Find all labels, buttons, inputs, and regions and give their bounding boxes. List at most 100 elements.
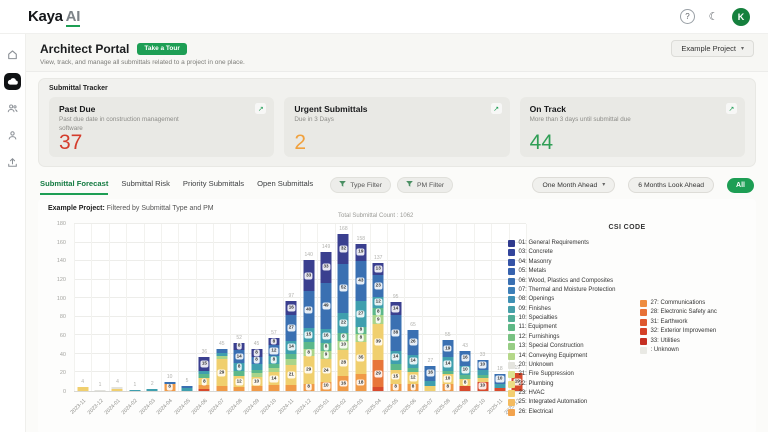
bar-segment[interactable]: 8 <box>233 363 245 371</box>
bar-segment[interactable]: 27 <box>355 301 367 327</box>
bar-segment[interactable] <box>216 349 228 353</box>
theme-icon[interactable]: ☾ <box>708 11 719 23</box>
team-icon[interactable] <box>4 100 21 117</box>
bar-segment[interactable]: 14 <box>390 302 402 316</box>
bar-segment[interactable]: 12 <box>268 345 280 357</box>
bar-segment[interactable] <box>111 387 123 390</box>
home-icon[interactable] <box>4 46 21 63</box>
tab-open-submittals[interactable]: Open Submittals <box>257 179 314 188</box>
bar-2025-04[interactable]: 29 39 9 8 12 23 13 137 <box>372 255 384 391</box>
bar-segment[interactable]: 29 <box>216 359 228 387</box>
bar-segment[interactable]: 13 <box>372 263 384 276</box>
bar-segment[interactable] <box>442 370 454 375</box>
bar-segment[interactable] <box>77 387 89 391</box>
bar-segment[interactable]: 12 <box>372 296 384 308</box>
bar-segment[interactable]: 12 <box>233 376 245 388</box>
bar-segment[interactable]: 8 <box>198 377 210 386</box>
bar-2024-04[interactable]: 8 10 <box>164 374 176 391</box>
bar-segment[interactable]: 8 <box>459 378 471 387</box>
bar-segment[interactable]: 43 <box>355 261 367 302</box>
bar-segment[interactable]: 14 <box>285 340 297 354</box>
bar-segment[interactable]: 16 <box>320 328 332 344</box>
bar-2024-11[interactable]: 21 14 27 16 97 <box>285 293 297 391</box>
bar-segment[interactable] <box>390 363 402 370</box>
bar-2025-03[interactable]: 18 35 8 8 27 43 19 158 <box>355 236 367 391</box>
bar-segment[interactable]: 19 <box>511 373 523 391</box>
bar-segment[interactable]: 14 <box>390 350 402 364</box>
bar-segment[interactable] <box>164 381 176 384</box>
bar-2025-12[interactable]: 19 19 <box>511 365 523 391</box>
bar-segment[interactable] <box>459 375 471 379</box>
bar-segment[interactable]: 14 <box>268 372 280 386</box>
bar-segment[interactable] <box>268 363 280 368</box>
bar-segment[interactable]: 33 <box>303 260 315 292</box>
bar-segment[interactable]: 16 <box>459 350 471 366</box>
bar-segment[interactable] <box>251 373 263 378</box>
bar-segment[interactable]: 10 <box>251 377 263 387</box>
bar-segment[interactable] <box>424 380 436 387</box>
bar-segment[interactable] <box>94 390 106 391</box>
bar-segment[interactable] <box>111 389 123 391</box>
bar-segment[interactable] <box>198 371 210 375</box>
help-icon[interactable]: ? <box>680 9 695 24</box>
bar-segment[interactable]: 8 <box>355 326 367 335</box>
upload-icon[interactable] <box>4 154 21 171</box>
bar-2025-09[interactable]: 8 10 16 43 <box>459 343 471 391</box>
bar-segment[interactable]: 18 <box>355 374 367 391</box>
bar-segment[interactable]: 8 <box>442 383 454 391</box>
bar-segment[interactable] <box>251 369 263 374</box>
bar-segment[interactable] <box>494 383 506 389</box>
bar-2023-12[interactable]: 1 <box>94 382 106 391</box>
take-a-tour-button[interactable]: Take a Tour <box>137 42 187 55</box>
bar-segment[interactable] <box>251 364 263 370</box>
bar-segment[interactable] <box>216 352 228 357</box>
bar-segment[interactable]: 29 <box>372 360 384 388</box>
bar-segment[interactable] <box>251 386 263 391</box>
bar-segment[interactable]: 8 <box>233 342 245 350</box>
bar-segment[interactable] <box>477 378 489 382</box>
bar-segment[interactable]: 29 <box>303 356 315 384</box>
bar-segment[interactable] <box>477 369 489 376</box>
bar-2024-09[interactable]: 10 8 8 45 <box>251 341 263 391</box>
bar-segment[interactable]: 10 <box>459 365 471 376</box>
bar-segment[interactable] <box>198 385 210 390</box>
bar-segment[interactable]: 8 <box>268 337 280 346</box>
bar-2025-10[interactable]: 10 10 33 <box>477 352 489 391</box>
bar-segment[interactable]: 14 <box>407 354 419 368</box>
bar-segment[interactable]: 35 <box>355 341 367 375</box>
expand-arrow-icon[interactable]: ↗ <box>490 103 502 114</box>
bar-segment[interactable]: 19 <box>355 243 367 262</box>
bar-segment[interactable]: 8 <box>251 356 263 365</box>
bar-segment[interactable] <box>181 388 193 391</box>
bar-segment[interactable]: 27 <box>285 315 297 341</box>
type-filter-button[interactable]: Type Filter <box>330 177 391 193</box>
bar-segment[interactable] <box>146 389 158 391</box>
bar-segment[interactable]: 21 <box>285 364 297 385</box>
bar-segment[interactable] <box>216 386 228 391</box>
bar-segment[interactable]: 49 <box>320 282 332 329</box>
bar-2025-02[interactable]: 16 28 10 8 22 52 32 168 <box>337 226 349 391</box>
bar-segment[interactable] <box>233 370 245 377</box>
bar-segment[interactable]: 8 <box>355 334 367 342</box>
bar-segment[interactable] <box>424 386 436 391</box>
submittals-icon[interactable] <box>4 73 21 90</box>
bar-segment[interactable] <box>285 353 297 360</box>
bar-segment[interactable]: 10 <box>477 360 489 370</box>
bar-segment[interactable]: 8 <box>390 383 402 391</box>
bar-segment[interactable]: 15 <box>390 369 402 384</box>
bar-segment[interactable]: 33 <box>320 252 332 283</box>
all-button[interactable]: All <box>727 177 754 193</box>
bar-segment[interactable]: 9 <box>320 350 332 360</box>
expand-arrow-icon[interactable]: ↗ <box>255 103 267 114</box>
bar-2025-05[interactable]: 8 15 14 38 14 95 <box>390 294 402 391</box>
bar-segment[interactable]: 8 <box>303 383 315 391</box>
bar-segment[interactable] <box>372 387 384 391</box>
bar-segment[interactable]: 15 <box>198 357 210 372</box>
bar-2024-03[interactable]: 2 <box>146 381 158 391</box>
bar-segment[interactable]: 24 <box>320 359 332 382</box>
bar-2023-11[interactable]: 4 <box>77 379 89 391</box>
bar-segment[interactable]: 40 <box>303 291 315 329</box>
bar-2025-06[interactable]: 8 12 14 26 65 <box>407 322 419 391</box>
bar-2024-06[interactable]: 8 15 36 <box>198 349 210 391</box>
bar-segment[interactable]: 8 <box>320 343 332 351</box>
